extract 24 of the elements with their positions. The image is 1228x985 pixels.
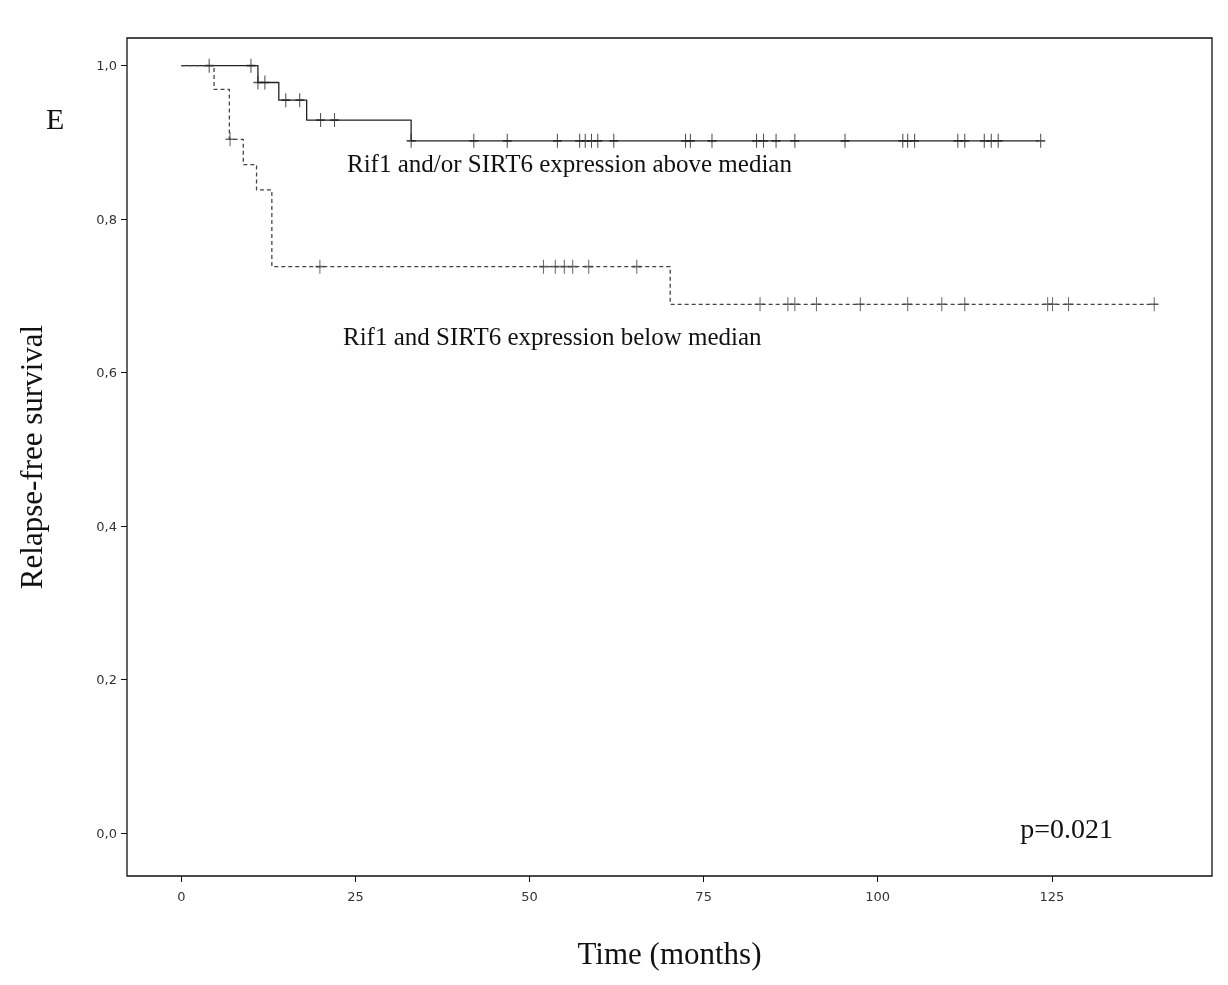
x-tick-label: 75 [695, 889, 712, 904]
x-axis-title: Time (months) [577, 936, 762, 971]
point [314, 259, 326, 275]
annotation: Rif1 and SIRT6 expression below median [343, 323, 763, 350]
annotation: Rif1 and/or SIRT6 expression above median [347, 150, 793, 177]
point [224, 131, 236, 147]
x-tick-label: 125 [1039, 889, 1065, 904]
x-tick-label: 100 [865, 889, 891, 904]
x-tick-label: 0 [177, 889, 186, 904]
x-tick-label: 50 [521, 889, 538, 904]
y-tick-label: 0,6 [96, 365, 117, 381]
y-tick-label: 0,4 [96, 518, 117, 534]
point [706, 133, 718, 149]
point [770, 133, 782, 149]
y-tick-label: 0,0 [96, 825, 117, 841]
y-tick-label: 0,8 [96, 211, 117, 227]
y-axis-title: Relapse-free survival [14, 324, 49, 590]
x-tick-label: 25 [347, 889, 364, 904]
text: E [46, 101, 65, 135]
y-tick-label: 1,0 [96, 58, 117, 74]
point [839, 133, 851, 149]
annotation: p=0.021 [1020, 812, 1114, 844]
y-tick-label: 0,2 [96, 672, 117, 688]
point [754, 296, 766, 312]
